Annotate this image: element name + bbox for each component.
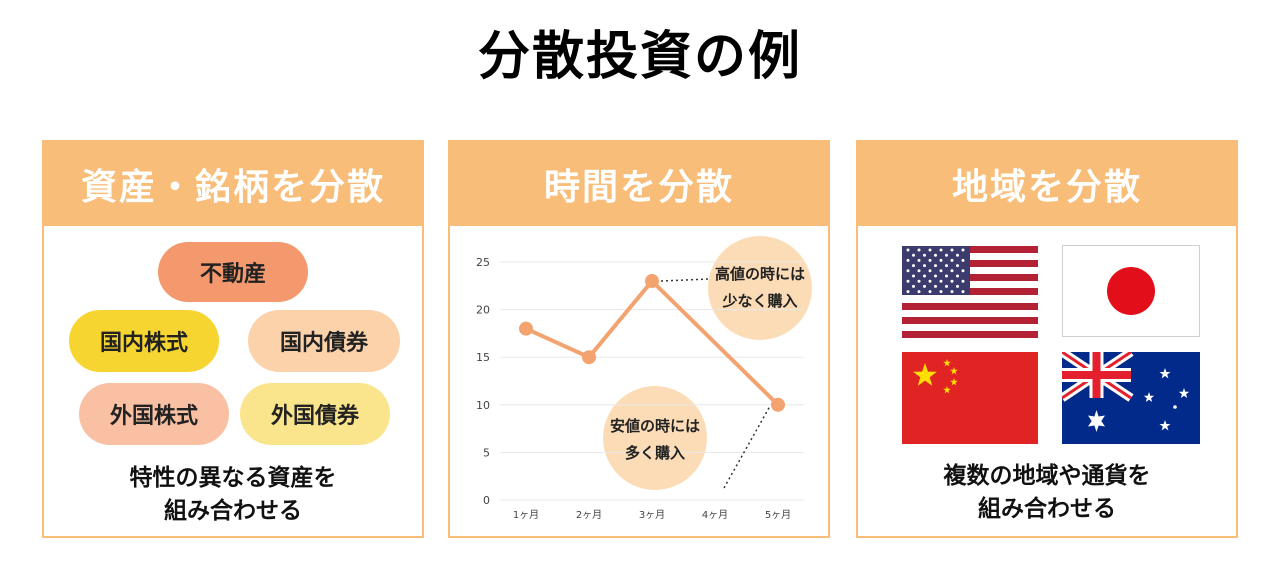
asset-foreign-stock: 外国株式 <box>79 383 229 445</box>
page-title: 分散投資の例 <box>477 27 802 87</box>
low-note-leader <box>723 407 770 489</box>
caption-line-1: 特性の異なる資産を <box>129 465 337 491</box>
asset-real-estate: 不動産 <box>158 242 308 302</box>
japan-flag <box>1062 245 1200 337</box>
card-header: 時間を分散 <box>450 142 828 226</box>
low-price-note: 安値の時には 多く購入 <box>592 413 718 467</box>
high-price-note-bubble <box>708 236 812 340</box>
low-note-line-2: 多く購入 <box>624 444 685 462</box>
australia-flag <box>1062 352 1200 444</box>
card-caption: 特性の異なる資産を 組み合わせる <box>44 462 422 528</box>
us-flag <box>902 246 1038 338</box>
data-point <box>519 321 533 336</box>
y-tick-label: 10 <box>476 399 490 412</box>
data-point <box>645 274 659 289</box>
time-diversification-card: 時間を分散 0 5 10 15 20 25 1ヶ月 2ヶ月 3ヶ月 4ヶ月 5ヶ月 高値の時には 少… <box>448 140 830 538</box>
asset-foreign-bond: 外国債券 <box>240 383 390 445</box>
y-tick-label: 20 <box>476 304 490 317</box>
caption-line-1: 複数の地域や通貨を <box>943 463 1151 489</box>
low-price-note-bubble <box>603 386 707 490</box>
card-header: 地域を分散 <box>858 142 1236 226</box>
region-diversification-card: 地域を分散 <box>856 140 1238 538</box>
data-point <box>582 350 596 365</box>
y-tick-label: 25 <box>476 256 490 269</box>
high-note-line-1: 高値の時には <box>714 265 805 283</box>
series-line <box>525 279 780 407</box>
data-point <box>771 397 785 412</box>
asset-domestic-stock: 国内株式 <box>69 310 219 372</box>
high-price-note: 高値の時には 少なく購入 <box>697 261 823 315</box>
x-tick-label: 5ヶ月 <box>765 509 791 521</box>
asset-diversification-card: 資産・銘柄を分散 不動産 国内株式 国内債券 外国株式 外国債券 特性の異なる資… <box>42 140 424 538</box>
x-tick-label: 2ヶ月 <box>576 509 602 521</box>
high-note-line-2: 少なく購入 <box>722 292 798 310</box>
card-header: 資産・銘柄を分散 <box>44 142 422 226</box>
x-tick-label: 1ヶ月 <box>513 509 539 521</box>
x-tick-label: 4ヶ月 <box>702 509 728 521</box>
y-tick-label: 15 <box>476 351 490 364</box>
card-caption: 複数の地域や通貨を 組み合わせる <box>858 460 1236 526</box>
x-tick-label: 3ヶ月 <box>639 509 665 521</box>
line-chart: 0 5 10 15 20 25 1ヶ月 2ヶ月 3ヶ月 4ヶ月 5ヶ月 <box>476 256 804 521</box>
china-flag <box>902 352 1038 444</box>
caption-line-2: 組み合わせる <box>978 496 1116 522</box>
caption-line-2: 組み合わせる <box>164 498 302 524</box>
y-tick-label: 5 <box>483 446 490 459</box>
low-note-line-1: 安値の時には <box>609 417 700 435</box>
asset-domestic-bond: 国内債券 <box>248 310 400 372</box>
y-tick-label: 0 <box>483 494 490 507</box>
